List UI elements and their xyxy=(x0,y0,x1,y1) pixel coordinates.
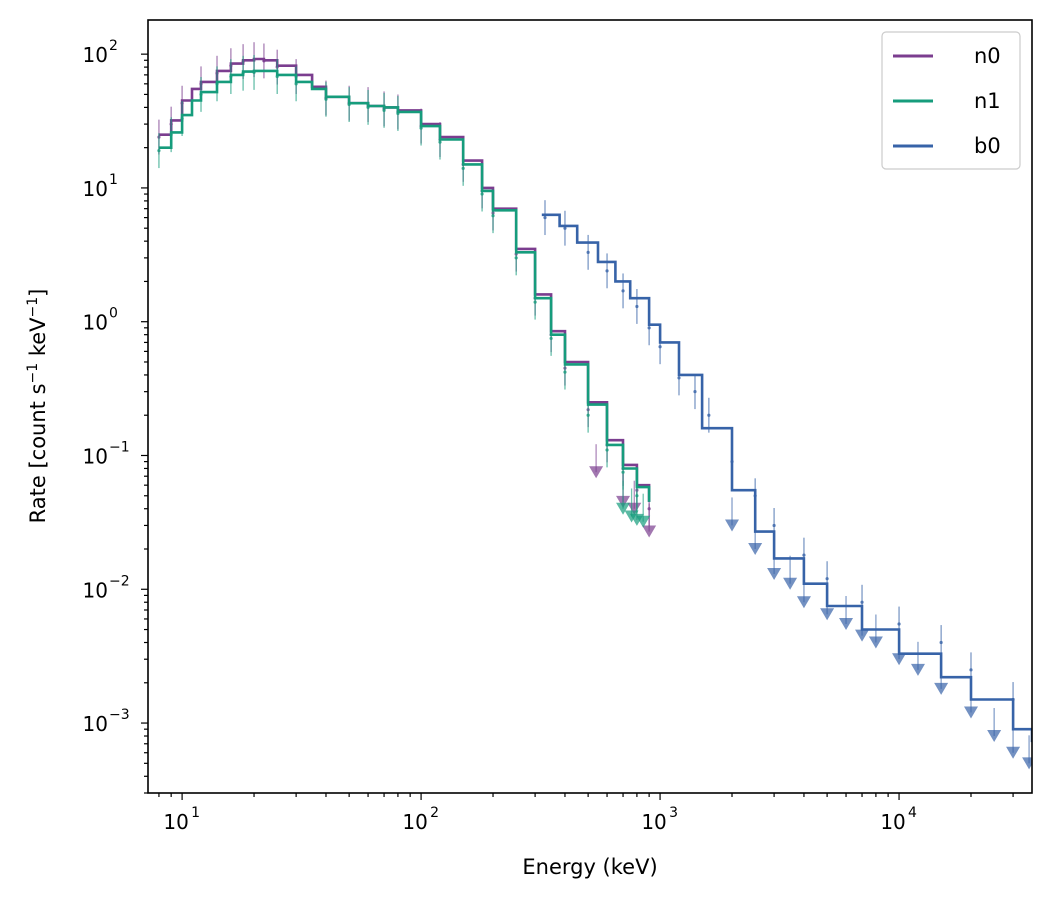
upper-limit-marker xyxy=(796,596,811,609)
data-point xyxy=(382,108,386,112)
data-point xyxy=(605,269,609,273)
data-point xyxy=(772,523,776,528)
data-point xyxy=(586,250,590,254)
data-point xyxy=(802,553,806,557)
x-tick-label: 10 xyxy=(641,810,666,834)
upper-limit-marker xyxy=(910,663,925,676)
y-tick-exponent: −3 xyxy=(109,707,130,723)
y-tick-exponent: 2 xyxy=(109,38,118,54)
upper-limit-marker xyxy=(1006,746,1021,759)
upper-limit-marker xyxy=(934,682,949,695)
upper-limit-marker xyxy=(748,542,763,555)
data-point xyxy=(658,345,662,349)
data-point xyxy=(860,600,864,604)
y-tick-label: 10 xyxy=(83,712,108,736)
upper-limit-marker xyxy=(725,519,740,532)
upper-limit-marker xyxy=(627,502,642,515)
data-point xyxy=(514,256,518,260)
y-tick-exponent: 0 xyxy=(109,306,118,322)
y-tick-label: 10 xyxy=(83,444,108,468)
upper-limit-marker xyxy=(767,568,782,581)
x-tick-label: 10 xyxy=(402,810,427,834)
x-tick-exponent: 3 xyxy=(669,805,678,821)
data-point xyxy=(324,97,328,101)
y-tick-exponent: −2 xyxy=(109,573,130,589)
upper-limit-marker xyxy=(589,466,604,479)
upper-limit-marker xyxy=(820,608,835,621)
data-point xyxy=(563,370,567,374)
upper-limit-marker xyxy=(892,653,907,666)
x-axis-label: Energy (keV) xyxy=(522,855,657,879)
data-point xyxy=(621,289,625,293)
y-axis-label-part: keV xyxy=(26,317,50,363)
plot-area xyxy=(157,42,1032,770)
data-point xyxy=(621,470,625,474)
upper-limit-marker xyxy=(642,525,657,538)
axes: 10 1 10 2 10 3 10 410 −310 −210 −110 010 110 2 xyxy=(83,38,1014,834)
x-tick-exponent: 2 xyxy=(430,805,439,821)
data-point xyxy=(969,668,973,672)
x-tick-exponent: 1 xyxy=(191,805,200,821)
x-tick-label: 10 xyxy=(163,810,188,834)
y-tick-label: 10 xyxy=(83,177,108,201)
data-point xyxy=(635,304,639,309)
data-point xyxy=(677,376,681,380)
legend-label-n1: n1 xyxy=(974,89,1001,113)
legend-frame xyxy=(881,31,1021,170)
upper-limit-marker xyxy=(783,577,798,590)
data-point xyxy=(480,192,484,196)
data-point xyxy=(549,336,553,341)
upper-limit-marker xyxy=(839,618,854,631)
y-tick-exponent: 1 xyxy=(109,172,118,188)
y-axis-label-exponent: −1 xyxy=(25,297,41,318)
series-b0 xyxy=(541,200,1032,770)
series-n1 xyxy=(157,54,651,528)
upper-limit-marker xyxy=(1022,757,1032,770)
model-line xyxy=(541,213,1032,743)
upper-limit-marker xyxy=(855,629,870,642)
data-point xyxy=(461,166,465,170)
y-axis-label-part: Rate [count s xyxy=(26,383,50,523)
data-point xyxy=(647,326,651,330)
data-point xyxy=(693,390,697,394)
upper-limit-marker xyxy=(987,730,1002,743)
upper-limit-marker xyxy=(636,515,651,528)
legend: n0 n1 b0 xyxy=(881,31,1021,170)
data-point xyxy=(605,448,609,452)
y-tick-label: 10 xyxy=(83,43,108,67)
upper-limit-marker xyxy=(868,636,883,649)
data-point xyxy=(897,622,901,626)
data-point xyxy=(939,640,943,645)
model-line xyxy=(158,69,651,502)
plot-frame xyxy=(147,19,1033,794)
y-tick-label: 10 xyxy=(83,578,108,602)
y-tick-label: 10 xyxy=(83,311,108,335)
data-point xyxy=(563,226,567,230)
legend-label-n0: n0 xyxy=(974,44,1001,68)
x-tick-label: 10 xyxy=(880,810,905,834)
data-point xyxy=(586,413,590,417)
upper-limit-marker xyxy=(963,706,978,719)
y-tick-exponent: −1 xyxy=(109,439,130,455)
data-point xyxy=(438,140,442,144)
y-axis-label: Rate [count s−1 keV−1] xyxy=(25,289,50,524)
data-point xyxy=(825,577,829,581)
data-point xyxy=(707,413,711,417)
data-point xyxy=(533,300,537,304)
upper-limit-marker xyxy=(616,502,631,515)
legend-label-b0: b0 xyxy=(974,134,1001,158)
y-axis-label-exponent: −1 xyxy=(25,363,41,384)
y-axis-label-part: ] xyxy=(26,289,50,297)
data-point xyxy=(491,214,495,218)
data-point xyxy=(157,149,161,153)
x-tick-exponent: 4 xyxy=(908,805,917,821)
data-point xyxy=(543,216,547,220)
